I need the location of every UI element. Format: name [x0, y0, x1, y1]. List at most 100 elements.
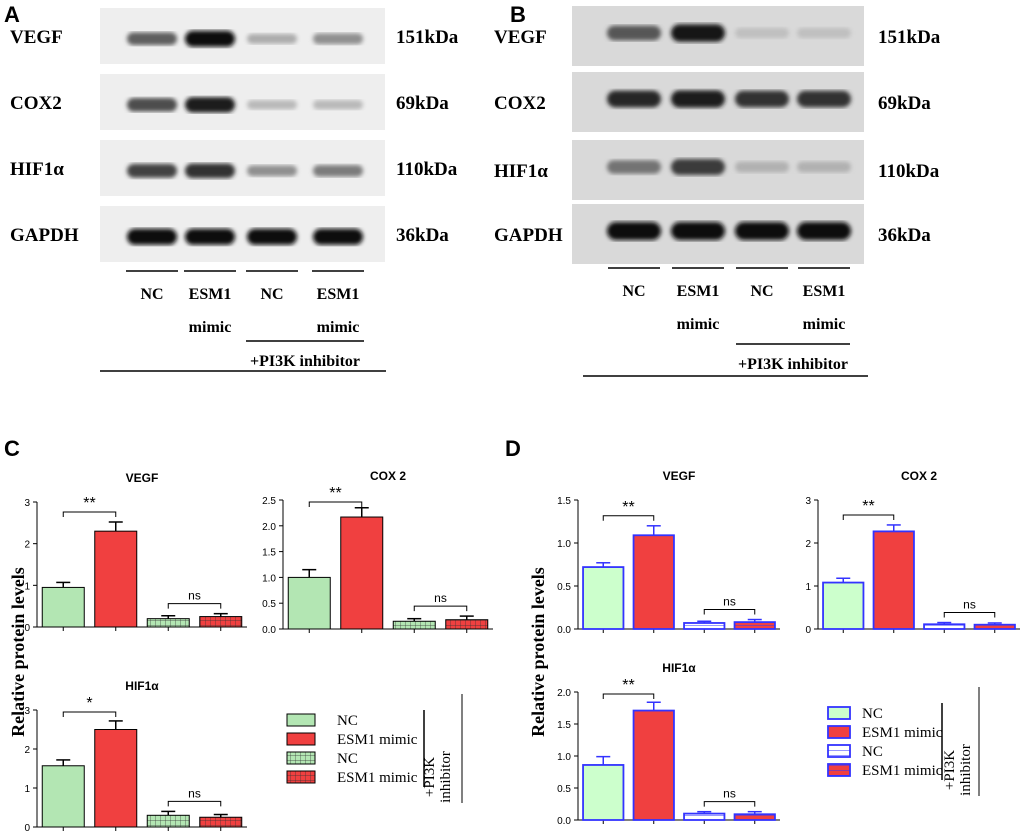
blot-band [607, 90, 661, 108]
significance-label: ** [622, 499, 634, 516]
blot-band [185, 97, 235, 113]
lane-label: ESM1 [189, 286, 232, 303]
lane-label: ESM1 [677, 283, 720, 300]
blot-band [607, 222, 661, 240]
blot-band [313, 228, 363, 245]
lane-label: NC [622, 283, 645, 300]
western-blot-a: VEGF 151kDa COX2 69kDa HIF1α 110kDa GAPDH 36kDa… [10, 8, 459, 372]
lane-label: NC [140, 286, 163, 303]
legend-label: NC [862, 706, 883, 722]
blot-band [797, 222, 851, 240]
bar [392, 620, 436, 630]
lane-label: mimic [189, 319, 232, 336]
bar [683, 622, 726, 630]
significance-label: ** [862, 498, 874, 515]
kda-label: 36kDa [878, 225, 931, 246]
legend-bracket-label: +PI3Kinhibitor [422, 751, 454, 803]
blot-band [247, 228, 297, 245]
y-tick-label: 3 [24, 498, 30, 509]
blot-band [735, 27, 789, 39]
protein-label: VEGF [10, 27, 63, 48]
y-tick-label: 0.5 [557, 784, 571, 795]
bar [445, 619, 489, 630]
y-tick-label: 1 [24, 581, 30, 592]
legend-label: ESM1 mimic [862, 725, 943, 741]
bar [582, 566, 625, 630]
legend-label: ESM1 mimic [337, 770, 418, 786]
y-tick-label: 0.0 [557, 625, 571, 636]
legend-bracket-label: +PI3Kinhibitor [942, 744, 974, 796]
legend-swatch [286, 713, 316, 727]
significance-label: ns [963, 598, 976, 612]
legend-bracket-label-line: inhibitor [958, 744, 974, 796]
bar [632, 709, 675, 821]
legend-bracket-label-line: +PI3K [942, 750, 958, 790]
blot-band [127, 98, 177, 112]
western-blot-b: VEGF 151kDa COX2 69kDa HIF1α 110kDa GAPDH 36kDa… [494, 6, 941, 377]
kda-label: 69kDa [396, 93, 449, 114]
blot-band [247, 33, 297, 44]
bar [199, 616, 243, 628]
y-axis-label-d: Relative protein levels [528, 567, 548, 737]
bar [733, 621, 776, 630]
significance-bracket [62, 511, 117, 517]
chart-d-5: HIF1α 0.0 0.5 1.0 1.5 2.0 ** ns [557, 661, 780, 827]
bar [632, 534, 675, 630]
significance-bracket [308, 501, 363, 507]
chart-d-4: COX 2 0 1 2 3 ** ns [805, 469, 1020, 636]
significance-bracket [703, 609, 756, 615]
protein-label: GAPDH [10, 225, 79, 246]
chart-title: VEGF [663, 469, 696, 483]
inhibitor-label: +PI3K inhibitor [738, 356, 848, 373]
significance-label: ns [434, 591, 447, 605]
y-tick-label: 2.5 [262, 496, 276, 507]
blot-band [797, 90, 851, 108]
significance-bracket [943, 612, 996, 618]
significance-bracket [62, 711, 117, 717]
lane-label: mimic [677, 316, 720, 333]
legend-label: NC [862, 744, 883, 760]
bar [582, 764, 625, 821]
chart-title: HIF1α [662, 661, 696, 675]
legend-swatch [286, 770, 316, 784]
chart-c-1: COX 2 0.0 0.5 1.0 1.5 2.0 2.5 ** ns [262, 469, 493, 636]
chart-title: COX 2 [370, 469, 406, 483]
legend-label: ESM1 mimic [337, 732, 418, 748]
significance-label: ** [83, 495, 95, 512]
bar [146, 814, 190, 828]
legend-label: NC [337, 713, 358, 729]
lane-label: ESM1 [317, 286, 360, 303]
blot-band [607, 160, 661, 174]
lane-label: mimic [803, 316, 846, 333]
blot-band [313, 33, 363, 45]
protein-label: GAPDH [494, 225, 563, 246]
y-tick-label: 3 [805, 496, 811, 507]
blot-band [127, 228, 177, 245]
y-tick-label: 2 [24, 745, 30, 756]
legend-c: NC ESM1 mimic NC ESM1 mimic +PI3Kinhibitor [286, 694, 463, 803]
y-tick-label: 1.5 [262, 548, 276, 559]
chart-title: VEGF [126, 471, 159, 485]
y-tick-label: 1.0 [557, 752, 571, 763]
bar [822, 581, 865, 630]
blot-band [185, 30, 235, 47]
panel-letter-b: B [510, 2, 526, 27]
significance-label: ns [723, 787, 736, 801]
protein-label: VEGF [494, 27, 547, 48]
bar [287, 576, 331, 630]
blot-band [671, 24, 725, 42]
legend-bracket-label-line: +PI3K [422, 757, 438, 797]
y-tick-label: 0.5 [557, 582, 571, 593]
y-axis-label-c: Relative protein levels [8, 567, 28, 737]
blot-band [797, 161, 851, 173]
bar [683, 812, 726, 821]
bar [146, 618, 190, 628]
kda-label: 151kDa [878, 27, 941, 48]
bar [923, 623, 966, 630]
lane-label: mimic [317, 319, 360, 336]
chart-d-3: VEGF 0.0 0.5 1.0 1.5 ** ns [557, 469, 780, 636]
legend-label: NC [337, 751, 358, 767]
legend-swatch [827, 706, 851, 720]
